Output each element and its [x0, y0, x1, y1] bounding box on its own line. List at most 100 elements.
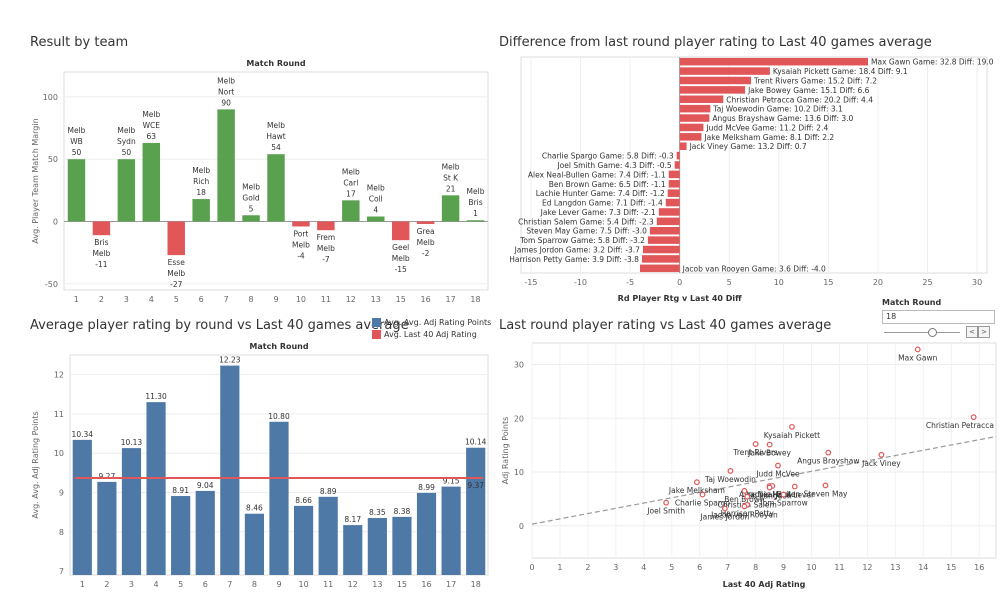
- chart2-xtick: 10: [774, 278, 784, 287]
- chart3-xtick: 10: [298, 580, 308, 589]
- chart1-bar-label: Sydn: [117, 137, 136, 146]
- slider-track[interactable]: [884, 332, 960, 333]
- chart4-xtick: 8: [753, 563, 758, 572]
- chart4-point-label: Jake Bowey: [747, 449, 791, 458]
- chart4-point: [727, 468, 734, 474]
- chart3-xtick: 15: [397, 580, 407, 589]
- chart1-bar-label: Bris: [468, 198, 482, 207]
- chart3-bar-label: 8.89: [320, 487, 337, 496]
- chart4-xtick: 10: [806, 563, 816, 572]
- chart3-xtick: 9: [276, 580, 281, 589]
- chart3-bar-label: 9.15: [443, 477, 460, 486]
- chart2-bar-label: Harrison Petty Game: 3.9 Diff: -3.8: [509, 255, 639, 264]
- chart3-ytick: 10: [54, 449, 64, 458]
- chart4-xtick: 7: [725, 563, 730, 572]
- chart2-bar-label: Jake Bowey Game: 15.1 Diff: 6.6: [747, 86, 870, 95]
- chart2-xtick: 25: [922, 278, 932, 287]
- legend-label-line: Avg. Last 40 Adj Rating: [384, 329, 477, 339]
- chart2-frame: [520, 56, 988, 274]
- chart1-bar-label: Melb: [267, 121, 285, 130]
- chart3-bar: [318, 496, 338, 575]
- chart4-point: [914, 346, 921, 353]
- chart3-bar-label: 10.80: [268, 412, 290, 421]
- chart4-point-label: Alex Neal-Bullen: [739, 490, 801, 499]
- chart1-bar-label: Melb: [367, 184, 385, 193]
- chart1-bar-label: Gold: [242, 193, 259, 202]
- chart3-bar: [269, 421, 289, 575]
- chart1-bar-label: Coll: [369, 195, 383, 204]
- chart4-point: [970, 414, 977, 421]
- chart1-bar-label: St K: [443, 173, 459, 182]
- chart1-bar-label: 50: [72, 148, 82, 157]
- filter-title: Match Round: [882, 298, 942, 307]
- chart1-bar-label: Melb: [167, 269, 185, 278]
- chart3-bar: [343, 525, 363, 575]
- chart3-xtick: 18: [471, 580, 481, 589]
- chart2-bar-label: Taj Woewodin Game: 10.2 Diff: 3.1: [712, 105, 843, 114]
- chart3-xtick: 11: [323, 580, 333, 589]
- chart1-bar-label: 4: [373, 206, 378, 215]
- chart4-point-label: Taj Woewodin: [704, 475, 756, 484]
- chart4-ytick: 30: [514, 361, 524, 370]
- chart4-point-label: Ben Brown: [724, 495, 765, 504]
- chart1-xtick: 6: [199, 295, 204, 304]
- legend-swatch-line: [372, 329, 381, 339]
- chart4-point-label: Trent Rivers: [732, 448, 778, 457]
- title-scatter-chart: Last round player rating vs Last 40 game…: [499, 318, 832, 333]
- chart3-bar: [121, 448, 142, 575]
- chart3-xtick: 2: [104, 580, 109, 589]
- chart3-bar-label: 8.35: [369, 508, 386, 517]
- chart4-xtick: 5: [669, 563, 674, 572]
- chart1-bar: [267, 154, 285, 222]
- chart3-bar-label: 11.30: [145, 392, 167, 401]
- chart2-bar-label: Judd McVee Game: 11.2 Diff: 2.4: [705, 123, 828, 132]
- chart2-bar: [679, 67, 770, 75]
- chart1-bar-label: Melb: [317, 244, 335, 253]
- chart4-ytick: 10: [514, 468, 524, 477]
- chart1-bar: [292, 221, 310, 227]
- chart1-bar-label: Melb: [292, 240, 310, 249]
- chart1-bar-label: 63: [147, 132, 157, 141]
- chart1-xtick: 16: [421, 295, 431, 304]
- chart2-xtick: 0: [677, 278, 682, 287]
- chart1-bar-label: Carl: [343, 178, 358, 187]
- next-round-button[interactable]: >: [978, 326, 990, 338]
- chart1-bar: [441, 195, 460, 222]
- chart2-bar-label: Max Gawn Game: 32.8 Diff: 19.0: [871, 58, 994, 67]
- chart1-bar-label: Geel: [392, 243, 409, 252]
- filter-value-input[interactable]: 18: [882, 310, 995, 324]
- chart1-bar-label: 5: [249, 204, 254, 213]
- chart1-ytick: -50: [45, 280, 58, 289]
- chart3-bar: [171, 496, 191, 575]
- chart1-bar-label: Grea: [417, 227, 435, 236]
- chart1-bar-label: -11: [95, 260, 107, 269]
- chart1-bar: [117, 159, 136, 222]
- chart4-point: [878, 451, 885, 458]
- filter-slider[interactable]: < >: [882, 326, 994, 340]
- prev-round-button[interactable]: <: [966, 326, 978, 338]
- chart1-bar-label: -7: [322, 255, 330, 264]
- chart1-bar: [192, 199, 210, 222]
- chart4-xtick: 15: [946, 563, 956, 572]
- chart2-xtick: 15: [823, 278, 833, 287]
- chart3-ytick: 11: [54, 410, 64, 419]
- chart4-xtick: 3: [613, 563, 618, 572]
- chart3-ytick: 7: [59, 567, 64, 576]
- chart3-bar-label: 8.17: [344, 515, 361, 524]
- chart2-bar: [668, 170, 680, 179]
- chart3-xtick: 1: [80, 580, 85, 589]
- chart4-point-label: Angus Brayshaw: [797, 457, 859, 466]
- chart2-bar: [679, 57, 869, 66]
- slider-thumb[interactable]: [928, 328, 937, 337]
- legend-swatch-bars: [372, 317, 381, 327]
- chart1-header: Match Round: [246, 59, 305, 68]
- chart3-bar-label: 10.34: [72, 430, 94, 439]
- chart4-point: [766, 484, 773, 491]
- chart1-xtick: 15: [396, 295, 406, 304]
- chart1-bar-label: 17: [346, 189, 356, 198]
- chart4-point-label: James Jordon: [699, 513, 749, 522]
- chart1-xtick: 11: [321, 295, 331, 304]
- chart1-frame: [63, 71, 489, 291]
- chart4-xtick: 1: [557, 563, 562, 572]
